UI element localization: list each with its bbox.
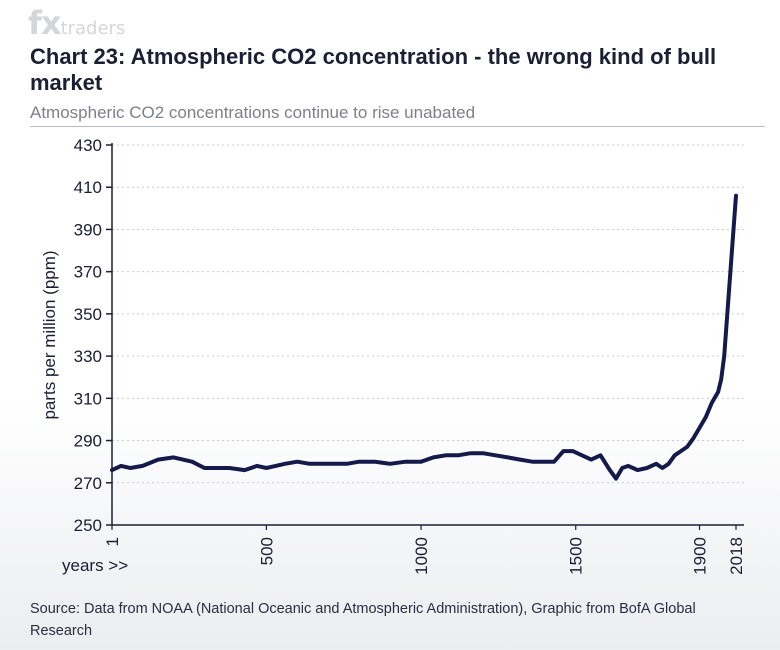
y-tick-label: 370 [74, 263, 102, 282]
title-divider [30, 126, 765, 127]
y-tick-label: 270 [74, 474, 102, 493]
chart-title: Chart 23: Atmospheric CO2 concentration … [30, 44, 717, 95]
y-tick-label: 290 [74, 432, 102, 451]
y-tick-label: 390 [74, 220, 102, 239]
y-tick-label: 330 [74, 347, 102, 366]
x-tick-label: 1000 [412, 537, 431, 575]
x-tick-label: 1 [103, 537, 122, 546]
line-layer [110, 193, 738, 481]
x-axis-label: years >> [62, 556, 128, 575]
y-tick-label: 250 [74, 516, 102, 535]
x-tick-label: 1500 [567, 537, 586, 575]
watermark-brand: fx [28, 4, 62, 42]
watermark-logo: fxtraders [28, 4, 125, 42]
axis-layer [106, 143, 744, 530]
y-tick-label: 410 [74, 178, 102, 197]
x-tick-label: 500 [257, 537, 276, 565]
grid-layer [112, 144, 744, 484]
co2-series-line [110, 193, 738, 481]
y-tick-label: 310 [74, 389, 102, 408]
y-tick-label: 350 [74, 305, 102, 324]
x-tick-label: 2018 [727, 537, 746, 575]
watermark-suffix: traders [60, 18, 126, 39]
chart-subtitle: Atmospheric CO2 concentrations continue … [30, 103, 476, 122]
source-note: Source: Data from NOAA (National Oceanic… [30, 601, 696, 639]
y-tick-label: 430 [74, 136, 102, 155]
x-tick-label: 1900 [690, 537, 709, 575]
